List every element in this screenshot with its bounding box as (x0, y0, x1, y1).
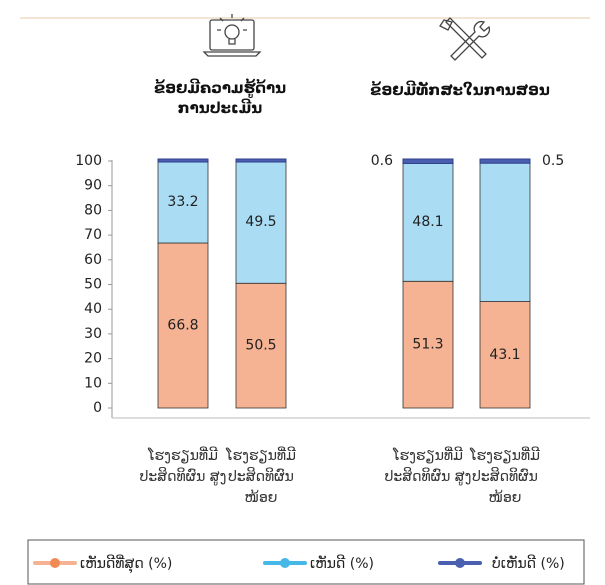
bar-segment (402, 280, 454, 409)
x-tick-label: ໂຮງຮຽນທີ່ມີ ປະສິດທິຜົນ ສູງ (139, 448, 227, 485)
legend-dot (280, 558, 290, 568)
bar-segment (402, 158, 454, 164)
bar-segment (235, 282, 287, 409)
legend-label: ບໍ່ເຫັນດີ (%) (492, 554, 565, 572)
bulb-icon (202, 14, 262, 57)
legend-label: ເຫັນດີ (%) (310, 554, 374, 572)
value-label: 66.8 (167, 318, 198, 334)
y-tick-label: 70 (84, 227, 102, 243)
y-tick-label: 10 (84, 375, 102, 391)
y-tick-label: 20 (84, 351, 102, 367)
value-label: 33.2 (167, 194, 198, 210)
legend-dot (50, 558, 60, 568)
panel-title: ຂ້ອຍມີຄວາມຮູ້ດ້ານ ການປະເມີນ (153, 79, 287, 117)
value-label: 43.1 (489, 347, 520, 363)
bar-segment (157, 242, 209, 409)
y-tick-label: 50 (84, 277, 102, 293)
bar-segment (479, 301, 531, 409)
y-tick-label: 60 (84, 252, 102, 268)
y-tick-label: 40 (84, 301, 102, 317)
legend-label: ເຫັນດີທີ່ສຸດ (%) (80, 554, 172, 573)
value-label: 48.1 (412, 214, 443, 230)
value-label: 51.3 (412, 337, 443, 353)
tools-icon (439, 17, 491, 61)
value-label: 0.5 (542, 153, 564, 169)
bar-segment (402, 162, 454, 282)
bar-segment (235, 158, 287, 163)
bar-segment (157, 160, 209, 244)
bar-segment (157, 158, 209, 163)
y-tick-label: 80 (84, 202, 102, 218)
value-label: 49.5 (245, 214, 276, 230)
value-label: 0.6 (371, 153, 393, 169)
bar-segment (479, 158, 531, 164)
x-tick-label: ໂຮງຮຽນທີ່ມີ ປະສິດທິຜົນ ໜ້ອຍ (470, 448, 540, 506)
panel-title: ຂ້ອຍມີທັກສະໃນການສອນ (370, 81, 550, 99)
bar-segment (479, 161, 531, 302)
value-label: 50.5 (245, 338, 276, 354)
y-tick-label: 100 (75, 153, 102, 169)
bar-segment (235, 160, 287, 284)
x-tick-label: ໂຮງຮຽນທີ່ມີ ປະສິດທິຜົນ ສູງ (384, 448, 472, 485)
y-tick-label: 30 (84, 326, 102, 342)
legend-box (27, 539, 585, 585)
y-tick-label: 90 (84, 178, 102, 194)
x-tick-label: ໂຮງຮຽນທີ່ມີ ປະສິດທິຜົນ ໜ້ອຍ (226, 448, 296, 506)
legend-dot (455, 558, 465, 568)
y-tick-label: 0 (93, 400, 102, 416)
